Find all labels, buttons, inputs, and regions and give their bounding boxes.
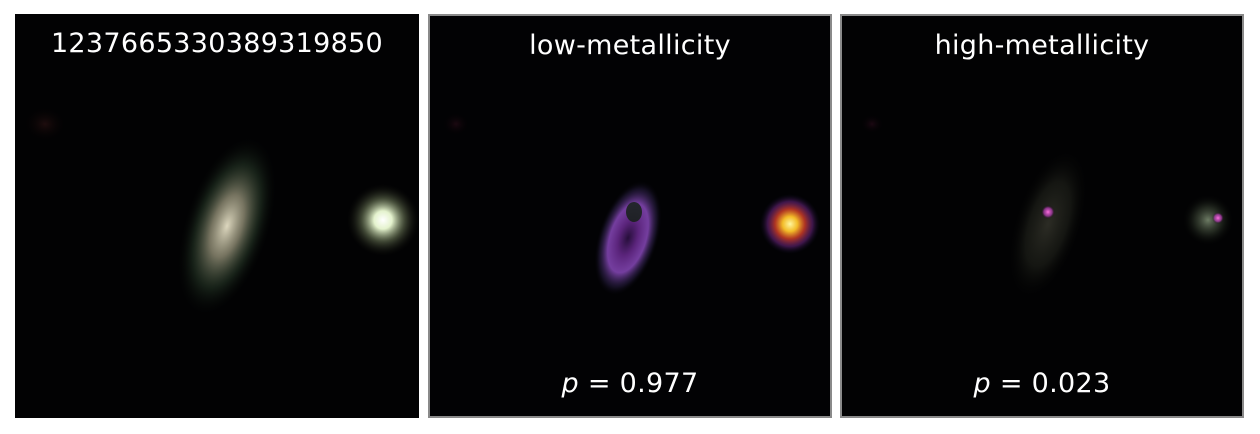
- galaxy-attribution-ring: [593, 180, 663, 296]
- panel-title-low: low-metallicity: [529, 30, 731, 61]
- probability-label-high: p = 0.023: [842, 368, 1242, 399]
- p-symbol: p: [561, 368, 579, 399]
- panel-title-high: high-metallicity: [934, 30, 1150, 61]
- p-value: = 0.023: [990, 368, 1111, 399]
- galaxy-hotspot: [1041, 205, 1055, 219]
- star-haze: [1182, 194, 1234, 246]
- object-id-title: 1237665330389319850: [50, 28, 384, 59]
- galaxy-image: [15, 14, 419, 418]
- neighbor-star: [347, 184, 419, 256]
- star-attribution-hotspot: [760, 194, 820, 254]
- galaxy-image-panel: 1237665330389319850: [15, 14, 419, 418]
- low-metallicity-panel: low-metallicity p = 0.977: [428, 14, 832, 418]
- galaxy-haze: [1007, 147, 1089, 301]
- galaxy-body: [177, 137, 277, 315]
- probability-label-low: p = 0.977: [430, 368, 830, 399]
- high-metallicity-saliency-map: [842, 16, 1242, 416]
- star-hotspot: [1212, 212, 1224, 224]
- p-value: = 0.977: [578, 368, 699, 399]
- low-metallicity-saliency-map: [430, 16, 830, 416]
- high-metallicity-panel: high-metallicity p = 0.023: [840, 14, 1244, 418]
- p-symbol: p: [973, 368, 991, 399]
